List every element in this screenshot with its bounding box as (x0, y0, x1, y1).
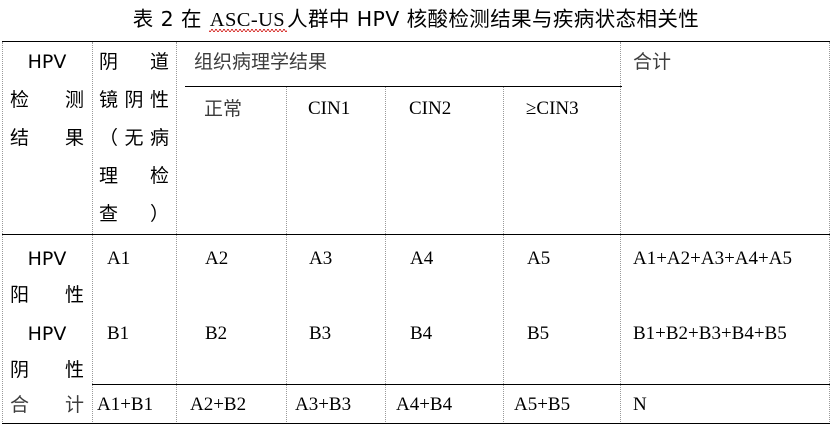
group-header-underline (185, 86, 622, 88)
cell-total-colposcopy-negative: A1+B1 (97, 394, 154, 415)
header-cell-hpv-test-result: HPV 检测 结果 (2, 43, 92, 157)
cell-row1-cin3plus: A5 (527, 248, 551, 269)
cell-row1-total: A1+A2+A3+A4+A5 (633, 248, 792, 269)
column-separator-4 (385, 87, 387, 422)
header-col1-line3: 结果 (10, 127, 84, 149)
header-group-histopathology: 组织病理学结果 (194, 51, 328, 73)
cell-row1-colposcopy-negative: A1 (107, 248, 131, 269)
cell-row1-cin1: A3 (309, 248, 333, 269)
header-col2-line3: （无病 (99, 127, 169, 149)
header-body-divider (2, 234, 830, 236)
cell-row2-total: B1+B2+B3+B4+B5 (633, 323, 787, 344)
header-col1-line1: HPV (27, 51, 67, 73)
spellcheck-underlined-term: ASC-US (209, 9, 286, 31)
header-col2-line1: 阴道 (99, 51, 169, 73)
header-cell-total: 合计 (633, 51, 672, 73)
row-label-line2: 阴性 (10, 359, 84, 381)
header-subcell-cin3plus: ≥CIN3 (526, 98, 579, 119)
column-separator-right-edge (829, 42, 831, 422)
column-separator-2 (176, 42, 178, 422)
cell-row2-cin2: B4 (410, 323, 433, 344)
caption-prefix: 表 2 在 (132, 7, 209, 31)
row-label-line1: HPV (27, 248, 67, 270)
header-col2-line4: 理 检 (99, 165, 169, 187)
cell-row2-colposcopy-negative: B1 (107, 323, 130, 344)
column-separator-left-edge (2, 42, 4, 422)
column-separator-1 (92, 42, 94, 422)
header-col2-line5: 查） (99, 203, 169, 225)
cell-row1-normal: A2 (205, 248, 229, 269)
column-separator-3 (286, 87, 288, 422)
column-separator-6 (620, 42, 622, 422)
header-col2-line2: 镜阴性 (99, 89, 169, 111)
cell-row1-cin2: A4 (410, 248, 434, 269)
cell-row2-cin1: B3 (309, 323, 332, 344)
table-top-border (2, 41, 830, 43)
row-label-line1: HPV (27, 323, 67, 345)
header-cell-colposcopy-negative: 阴道 镜阴性 （无病 理 检 查） (92, 43, 176, 233)
header-subcell-cin1: CIN1 (308, 98, 351, 119)
cell-total-cin3plus: A5+B5 (514, 394, 571, 415)
total-row-label: 合计 (10, 394, 84, 416)
table-row: HPV 阴性 (2, 316, 92, 391)
caption-suffix: 人群中 HPV 核酸检测结果与疾病状态相关性 (287, 7, 700, 31)
cell-total-grand: N (633, 394, 647, 415)
table-row: HPV 阳性 (2, 241, 92, 316)
total-row-top-border (92, 384, 830, 386)
cell-row2-cin3plus: B5 (527, 323, 550, 344)
cell-total-cin1: A3+B3 (295, 394, 352, 415)
header-subcell-normal: 正常 (204, 98, 243, 120)
cell-row2-normal: B2 (205, 323, 228, 344)
table-bottom-border (2, 422, 830, 424)
header-subcell-cin2: CIN2 (409, 98, 452, 119)
cell-total-normal: A2+B2 (190, 394, 247, 415)
table-caption: 表 2 在 ASC-US人群中 HPV 核酸检测结果与疾病状态相关性 (0, 4, 832, 35)
cell-total-cin2: A4+B4 (396, 394, 453, 415)
column-separator-5 (503, 87, 505, 422)
data-table: HPV 检测 结果 阴道 镜阴性 （无病 理 检 查） 组织病理学结果 正常 C… (2, 41, 830, 424)
row-label-line2: 阳性 (10, 284, 84, 306)
header-col1-line2: 检测 (10, 89, 84, 111)
